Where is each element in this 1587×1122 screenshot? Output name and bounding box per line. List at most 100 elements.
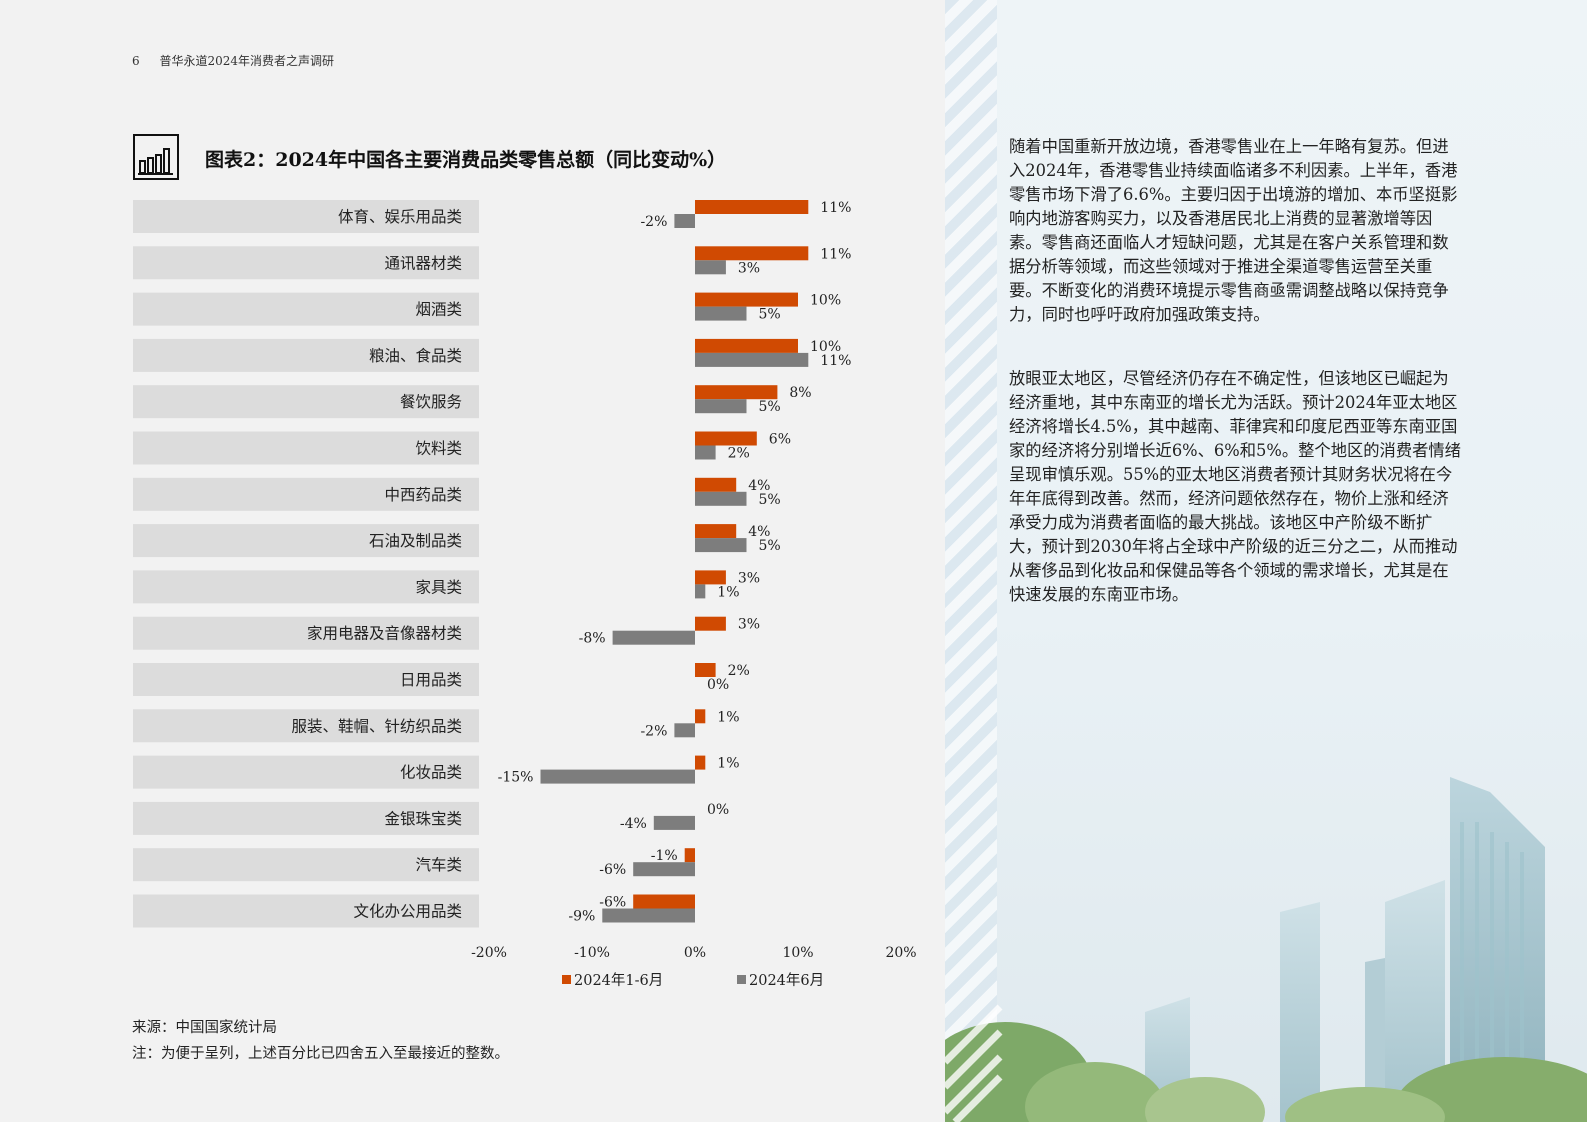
data-label: -8% bbox=[579, 631, 606, 647]
data-label: 1% bbox=[717, 756, 739, 772]
right-panel bbox=[945, 0, 1587, 1122]
data-label: 2% bbox=[728, 446, 750, 462]
category-label: 通讯器材类 bbox=[384, 254, 462, 272]
chart-source: 来源：中国国家统计局 bbox=[132, 1020, 277, 1036]
data-label: -4% bbox=[620, 816, 647, 832]
data-label: 5% bbox=[759, 538, 781, 554]
data-label: -2% bbox=[640, 214, 667, 230]
category-label-bg bbox=[133, 801, 479, 835]
data-label: -6% bbox=[599, 862, 626, 878]
category-label: 中西药品类 bbox=[384, 486, 462, 504]
bar-jun bbox=[695, 352, 809, 367]
data-label: 1% bbox=[717, 709, 739, 725]
data-label: 3% bbox=[738, 260, 760, 276]
category-label: 家具类 bbox=[415, 578, 462, 596]
category-label-bg bbox=[133, 431, 479, 465]
bar-h1 bbox=[695, 616, 726, 631]
data-label: 6% bbox=[769, 432, 791, 448]
category-label: 石油及制品类 bbox=[369, 532, 462, 550]
bar-h1 bbox=[695, 292, 798, 307]
document-title: 普华永道2024年消费者之声调研 bbox=[159, 54, 335, 68]
data-label: -9% bbox=[568, 909, 595, 925]
bar-h1 bbox=[695, 200, 809, 214]
bar-jun bbox=[695, 584, 706, 599]
data-label: 2% bbox=[728, 663, 750, 679]
bar-h1 bbox=[695, 477, 737, 492]
legend-swatch bbox=[737, 975, 746, 984]
x-tick-label: -10% bbox=[574, 945, 610, 961]
data-label: 11% bbox=[820, 200, 851, 216]
category-label: 文化办公用品类 bbox=[353, 903, 462, 921]
x-tick-label: 0% bbox=[684, 945, 706, 961]
data-label: 0% bbox=[707, 677, 729, 693]
legend-entry: 2024年6月 bbox=[749, 972, 824, 989]
retail-sales-bar-chart: 体育、娱乐用品类 11% -2% 通讯器材类 11% 3% 烟酒类 10% 5% 粮油、食品类 10… bbox=[133, 200, 917, 989]
bar-h1 bbox=[695, 246, 809, 261]
bar-jun bbox=[695, 491, 747, 506]
bar-h1 bbox=[695, 338, 798, 353]
data-label: -1% bbox=[651, 848, 678, 864]
bar-jun bbox=[695, 445, 716, 460]
category-label: 家用电器及音像器材类 bbox=[307, 625, 462, 643]
bar-jun bbox=[695, 306, 747, 321]
bar-h1 bbox=[695, 755, 706, 770]
bar-h1 bbox=[695, 709, 706, 724]
data-label: -6% bbox=[599, 895, 626, 911]
category-label-bg bbox=[133, 338, 479, 372]
category-label-bg bbox=[133, 570, 479, 604]
category-label-bg bbox=[133, 755, 479, 789]
data-label: 5% bbox=[759, 307, 781, 323]
bar-jun bbox=[674, 214, 695, 228]
body-paragraph-hk: 随着中国重新开放边境，香港零售业在上一年略有复苏。但进入2024年，香港零售业持… bbox=[1009, 137, 1458, 324]
decorative-stripes bbox=[945, 0, 997, 1122]
category-label-bg bbox=[133, 246, 479, 280]
data-label: -2% bbox=[640, 723, 667, 739]
legend-swatch bbox=[562, 975, 571, 984]
category-label-bg bbox=[133, 616, 479, 650]
data-label: 8% bbox=[789, 385, 811, 401]
chart-note: 注：为便于呈列，上述百分比已四舍五入至最接近的整数。 bbox=[132, 1046, 509, 1062]
category-label-bg bbox=[133, 709, 479, 743]
city-skyline-image bbox=[945, 777, 1587, 1122]
category-label: 烟酒类 bbox=[415, 301, 462, 319]
category-label-bg bbox=[133, 663, 479, 696]
category-label-bg bbox=[133, 477, 479, 511]
data-label: 3% bbox=[738, 617, 760, 633]
legend-entry: 2024年1-6月 bbox=[574, 972, 663, 989]
bar-jun bbox=[612, 630, 695, 645]
bar-h1 bbox=[684, 848, 695, 863]
data-label: 4% bbox=[748, 478, 770, 494]
category-label-bg bbox=[133, 848, 479, 882]
data-label: 5% bbox=[759, 492, 781, 508]
bar-jun bbox=[695, 399, 747, 414]
data-label: 11% bbox=[820, 246, 851, 262]
data-label: 10% bbox=[810, 293, 841, 309]
data-label: 5% bbox=[759, 399, 781, 415]
category-label-bg bbox=[133, 524, 479, 558]
x-tick-label: 20% bbox=[885, 945, 916, 961]
data-label: 4% bbox=[748, 524, 770, 540]
data-label: 1% bbox=[717, 584, 739, 600]
category-label: 金银珠宝类 bbox=[384, 810, 462, 828]
x-tick-label: 10% bbox=[782, 945, 813, 961]
data-label: 0% bbox=[707, 802, 729, 818]
x-tick-label: -20% bbox=[471, 945, 507, 961]
bar-jun bbox=[653, 815, 695, 830]
figure-title: 图表2：2024年中国各主要消费品类零售总额（同比变动%） bbox=[205, 149, 727, 171]
bar-jun bbox=[540, 769, 695, 784]
page-number: 6 bbox=[132, 54, 140, 68]
category-label: 粮油、食品类 bbox=[369, 347, 462, 365]
bar-h1 bbox=[695, 570, 726, 585]
category-label: 餐饮服务 bbox=[400, 393, 462, 411]
data-label: -15% bbox=[498, 770, 534, 786]
data-label: 10% bbox=[810, 339, 841, 355]
data-label: 11% bbox=[820, 353, 851, 369]
bar-jun bbox=[602, 908, 695, 923]
category-label: 化妆品类 bbox=[400, 764, 462, 782]
category-label: 汽车类 bbox=[415, 856, 462, 874]
bar-jun bbox=[695, 538, 747, 553]
bar-h1 bbox=[633, 894, 695, 909]
bar-jun bbox=[674, 723, 695, 738]
body-paragraph-apac: 放眼亚太地区，尽管经济仍存在不确定性，但该地区已崛起为经济重地，其中东南亚的增长… bbox=[1009, 369, 1461, 604]
bar-h1 bbox=[695, 663, 716, 677]
